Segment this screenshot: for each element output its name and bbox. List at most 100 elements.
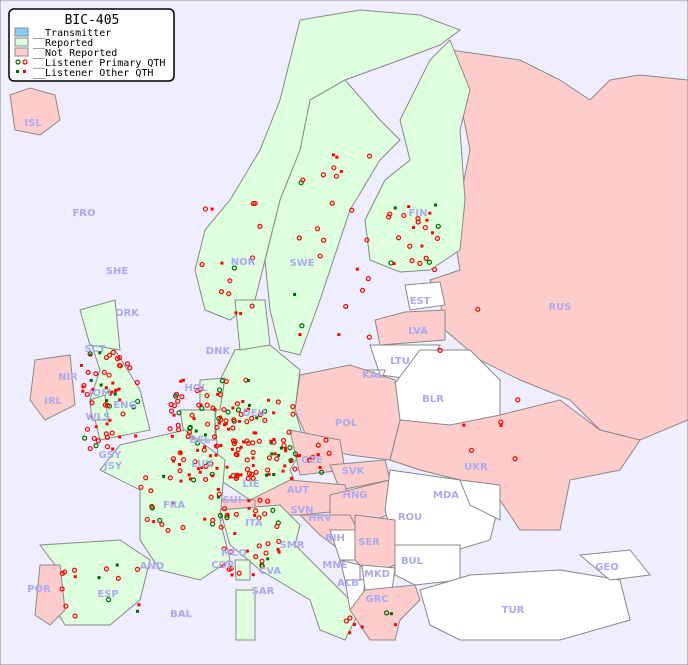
listener-primary-qth-marker [175,398,181,404]
country-deu [214,344,306,501]
country-label-sct: SCT [84,344,106,355]
listener-other-qth-marker [241,399,245,403]
listener-other-qth-marker [247,499,251,503]
listener-other-qth-marker [198,470,202,474]
listener-other-qth-marker [277,550,281,554]
listener-primary-qth-marker [249,471,255,477]
listener-primary-qth-marker [226,566,232,572]
country-por [34,564,66,626]
country-label-ser: SER [358,537,380,548]
listener-primary-qth-marker [329,200,335,206]
reported-swatch [14,37,29,47]
listener-other-qth-marker [267,472,271,476]
country-label-gsy: GSY [99,450,122,461]
country-label-cor: COR [211,560,235,571]
listener-other-qth-marker [214,453,218,457]
listener-other-qth-marker [283,464,287,468]
listener-primary-qth-marker [249,415,255,421]
country-label-hrv: HRV [308,513,332,524]
country-label-blr: BLR [422,394,444,405]
legend-primary-qth: __Listener Primary QTH [33,58,165,69]
listener-primary-qth-marker [218,289,225,295]
listener-primary-qth-marker [203,476,209,483]
listener-primary-qth-marker [226,291,232,297]
country-label-bal: BAL [170,609,192,620]
listener-other-qth-marker [245,549,249,553]
listener-other-qth-marker [192,417,196,421]
listener-primary-qth-marker [290,404,296,410]
listener-primary-qth-marker [265,467,271,473]
listener-primary-qth-marker [204,393,210,399]
listener-primary-qth-marker [265,541,271,547]
listener-primary-qth-marker [202,206,209,212]
listener-other-qth-marker [208,454,212,458]
listener-other-qth-marker [264,473,268,477]
listener-primary-qth-marker [395,235,402,241]
listener-other-qth-marker [97,576,101,580]
listener-other-qth-marker [211,474,215,478]
listener-primary-qth-marker [431,266,438,273]
country-label-lva: LVA [408,326,428,337]
country-label-rou: ROU [398,512,422,523]
listener-primary-qth-marker [105,597,112,603]
listener-other-qth-marker [430,231,434,235]
listener-other-qth-marker [239,473,243,477]
listener-primary-qth-marker [347,615,353,621]
listener-other-qth-marker [253,513,257,517]
listener-other-qth-marker [348,631,352,635]
listener-primary-qth-marker [167,475,173,481]
listener-other-qth-marker [353,623,357,627]
listener-other-qth-marker [434,203,438,207]
listener-primary-qth-marker [177,468,183,474]
listener-other-qth-marker [331,153,335,157]
listener-primary-qth-marker [244,466,251,472]
country-mda [459,479,501,521]
listener-primary-qth-marker [210,405,216,411]
listener-other-qth-marker [239,312,243,316]
listener-primary-qth-marker [274,456,280,462]
listener-primary-qth-marker [331,165,337,171]
country-label-alb: ALB [337,578,359,589]
listener-primary-qth-marker [93,371,99,377]
legend: BIC-405 __Transmitter __Reported __Not R… [8,8,175,82]
listener-primary-qth-marker [320,172,326,178]
listener-other-qth-marker [389,612,393,616]
listener-other-qth-marker [210,207,214,211]
listener-other-qth-marker [203,517,207,521]
listener-primary-qth-marker [175,422,181,428]
country-label-cze: CZE [301,455,323,466]
listener-other-qth-marker [277,453,281,457]
listener-primary-qth-marker [107,352,113,358]
listener-other-qth-marker [134,434,138,438]
listener-primary-qth-marker [91,435,97,442]
country-label-nir: NIR [58,372,78,383]
listener-primary-qth-marker [195,440,201,446]
listener-other-qth-marker [412,225,416,229]
listener-primary-qth-marker [292,466,298,472]
listener-primary-qth-marker [89,400,95,406]
listener-primary-qth-marker [235,446,241,453]
listener-primary-qth-marker [287,445,293,451]
listener-other-qth-marker [316,453,320,457]
listener-primary-qth-marker [276,538,282,545]
listener-primary-qth-marker [84,391,90,398]
listener-other-qth-marker [392,262,396,266]
listener-primary-qth-marker [221,506,228,512]
listener-other-qth-marker [247,403,251,407]
country-label-esp: ESP [97,589,118,600]
listener-primary-qth-marker [228,549,234,555]
listener-other-qth-marker [244,408,248,412]
listener-primary-qth-marker [227,278,233,284]
country-label-aut: AUT [287,485,310,496]
country-sar [235,589,256,641]
listener-other-qth-marker [283,447,287,451]
listener-primary-qth-marker [364,237,370,243]
listener-other-qth-marker [194,429,198,433]
listener-other-qth-marker [298,333,302,337]
country-label-nor: NOR [231,257,256,268]
listener-other-qth-marker [272,411,276,415]
listener-primary-qth-marker [204,402,210,408]
listener-other-qth-marker [269,441,273,445]
listener-primary-qth-marker [211,434,218,440]
country-label-ita: ITA [245,518,263,529]
